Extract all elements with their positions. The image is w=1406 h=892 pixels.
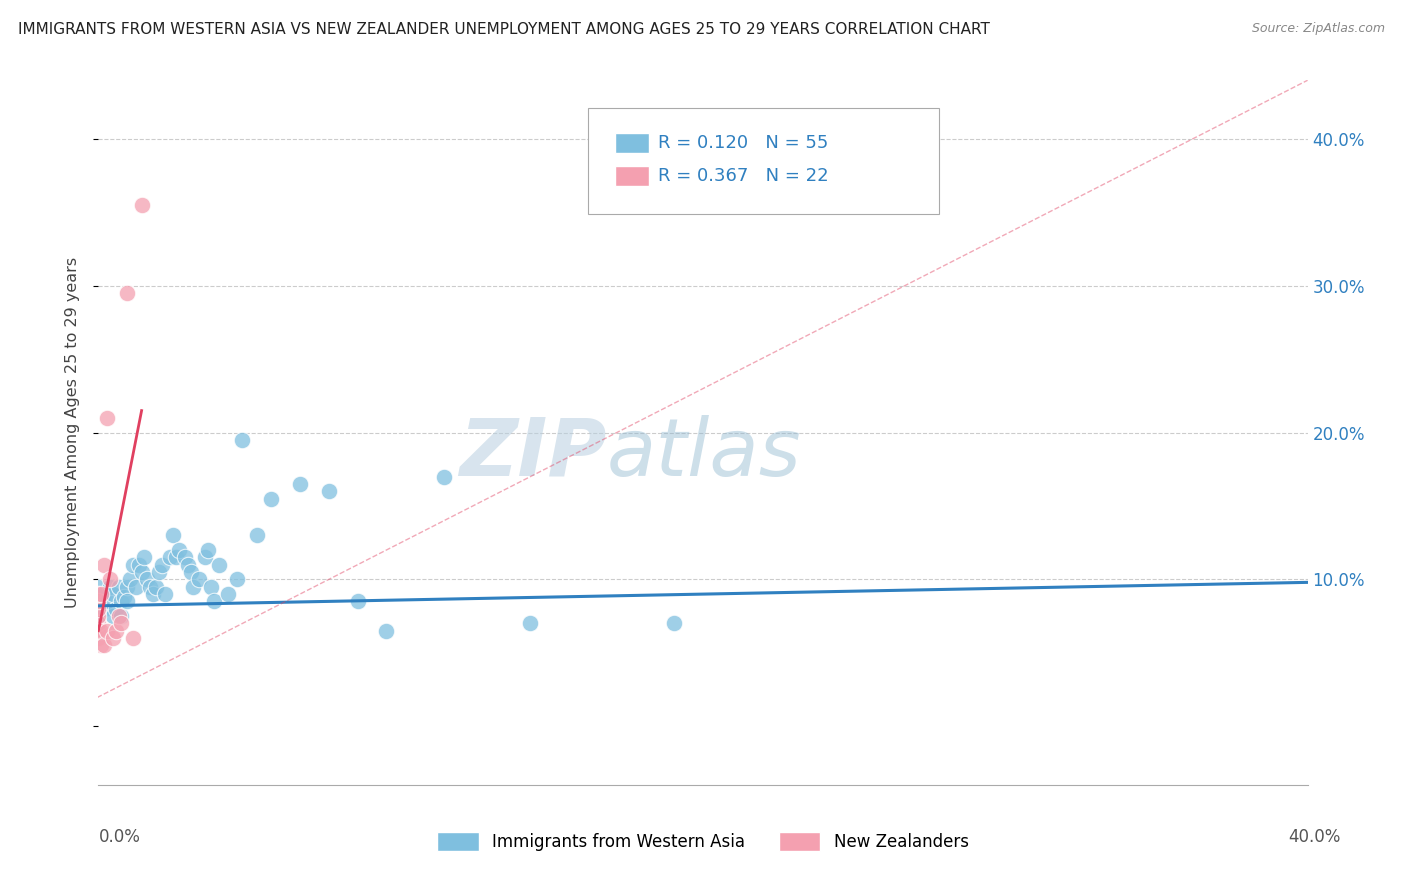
Point [104,601,127,615]
Point [125,580,148,594]
Point [159,550,181,565]
Point [136,573,159,587]
Point [122,558,145,572]
Point [87,580,110,594]
Point [90,639,112,653]
Point [96,624,118,638]
Point [87,616,110,631]
Point [664,616,686,631]
FancyBboxPatch shape [588,109,939,214]
Point [96,594,118,608]
Point [375,624,398,638]
Legend: Immigrants from Western Asia, New Zealanders: Immigrants from Western Asia, New Zealan… [430,825,976,858]
Point [194,550,217,565]
Point [87,624,110,638]
Point [433,469,456,483]
Point [112,590,135,604]
Point [101,587,124,601]
Point [162,528,184,542]
Point [180,565,202,579]
Point [197,543,219,558]
Point [167,543,190,558]
Point [246,528,269,542]
Point [231,433,253,447]
Text: R = 0.120   N = 55: R = 0.120 N = 55 [658,134,828,152]
Point [142,587,165,601]
Point [150,558,173,572]
Point [87,594,110,608]
Point [131,565,153,579]
Point [87,609,110,624]
Point [225,573,247,587]
Point [90,587,112,601]
Point [87,587,110,601]
Point [176,558,198,572]
Point [183,580,205,594]
Text: 0.0%: 0.0% [98,828,141,846]
Point [98,580,121,594]
Point [202,594,225,608]
Y-axis label: Unemployment Among Ages 25 to 29 years: Unemployment Among Ages 25 to 29 years [65,257,80,608]
Point [87,631,110,645]
Point [145,580,167,594]
Text: atlas: atlas [606,415,801,492]
Point [87,594,110,608]
Point [165,550,187,565]
Point [107,609,129,624]
Text: 40.0%: 40.0% [1288,828,1341,846]
Point [173,550,195,565]
Point [148,565,170,579]
Point [87,609,110,624]
Point [96,411,118,425]
Point [115,594,138,608]
Point [200,580,222,594]
Point [104,624,127,638]
Point [110,616,132,631]
FancyBboxPatch shape [614,133,648,153]
Point [153,587,176,601]
Point [101,609,124,624]
Point [217,587,239,601]
FancyBboxPatch shape [614,166,648,186]
Point [260,491,283,506]
Point [115,580,138,594]
Point [131,198,153,212]
Text: Source: ZipAtlas.com: Source: ZipAtlas.com [1251,22,1385,36]
Point [107,580,129,594]
Point [208,558,231,572]
Point [87,601,110,615]
Point [346,594,368,608]
Text: ZIP: ZIP [458,415,606,492]
Point [134,550,156,565]
Point [188,573,211,587]
Point [93,601,115,615]
Point [101,631,124,645]
Point [90,624,112,638]
Point [120,573,142,587]
Point [318,484,340,499]
Point [93,639,115,653]
Point [139,580,162,594]
Point [93,558,115,572]
Point [110,609,132,624]
Point [122,631,145,645]
Point [519,616,541,631]
Point [288,477,311,491]
Point [128,558,150,572]
Point [93,587,115,601]
Point [115,286,138,301]
Point [98,573,121,587]
Text: R = 0.367   N = 22: R = 0.367 N = 22 [658,167,830,186]
Point [110,594,132,608]
Text: IMMIGRANTS FROM WESTERN ASIA VS NEW ZEALANDER UNEMPLOYMENT AMONG AGES 25 TO 29 Y: IMMIGRANTS FROM WESTERN ASIA VS NEW ZEAL… [18,22,990,37]
